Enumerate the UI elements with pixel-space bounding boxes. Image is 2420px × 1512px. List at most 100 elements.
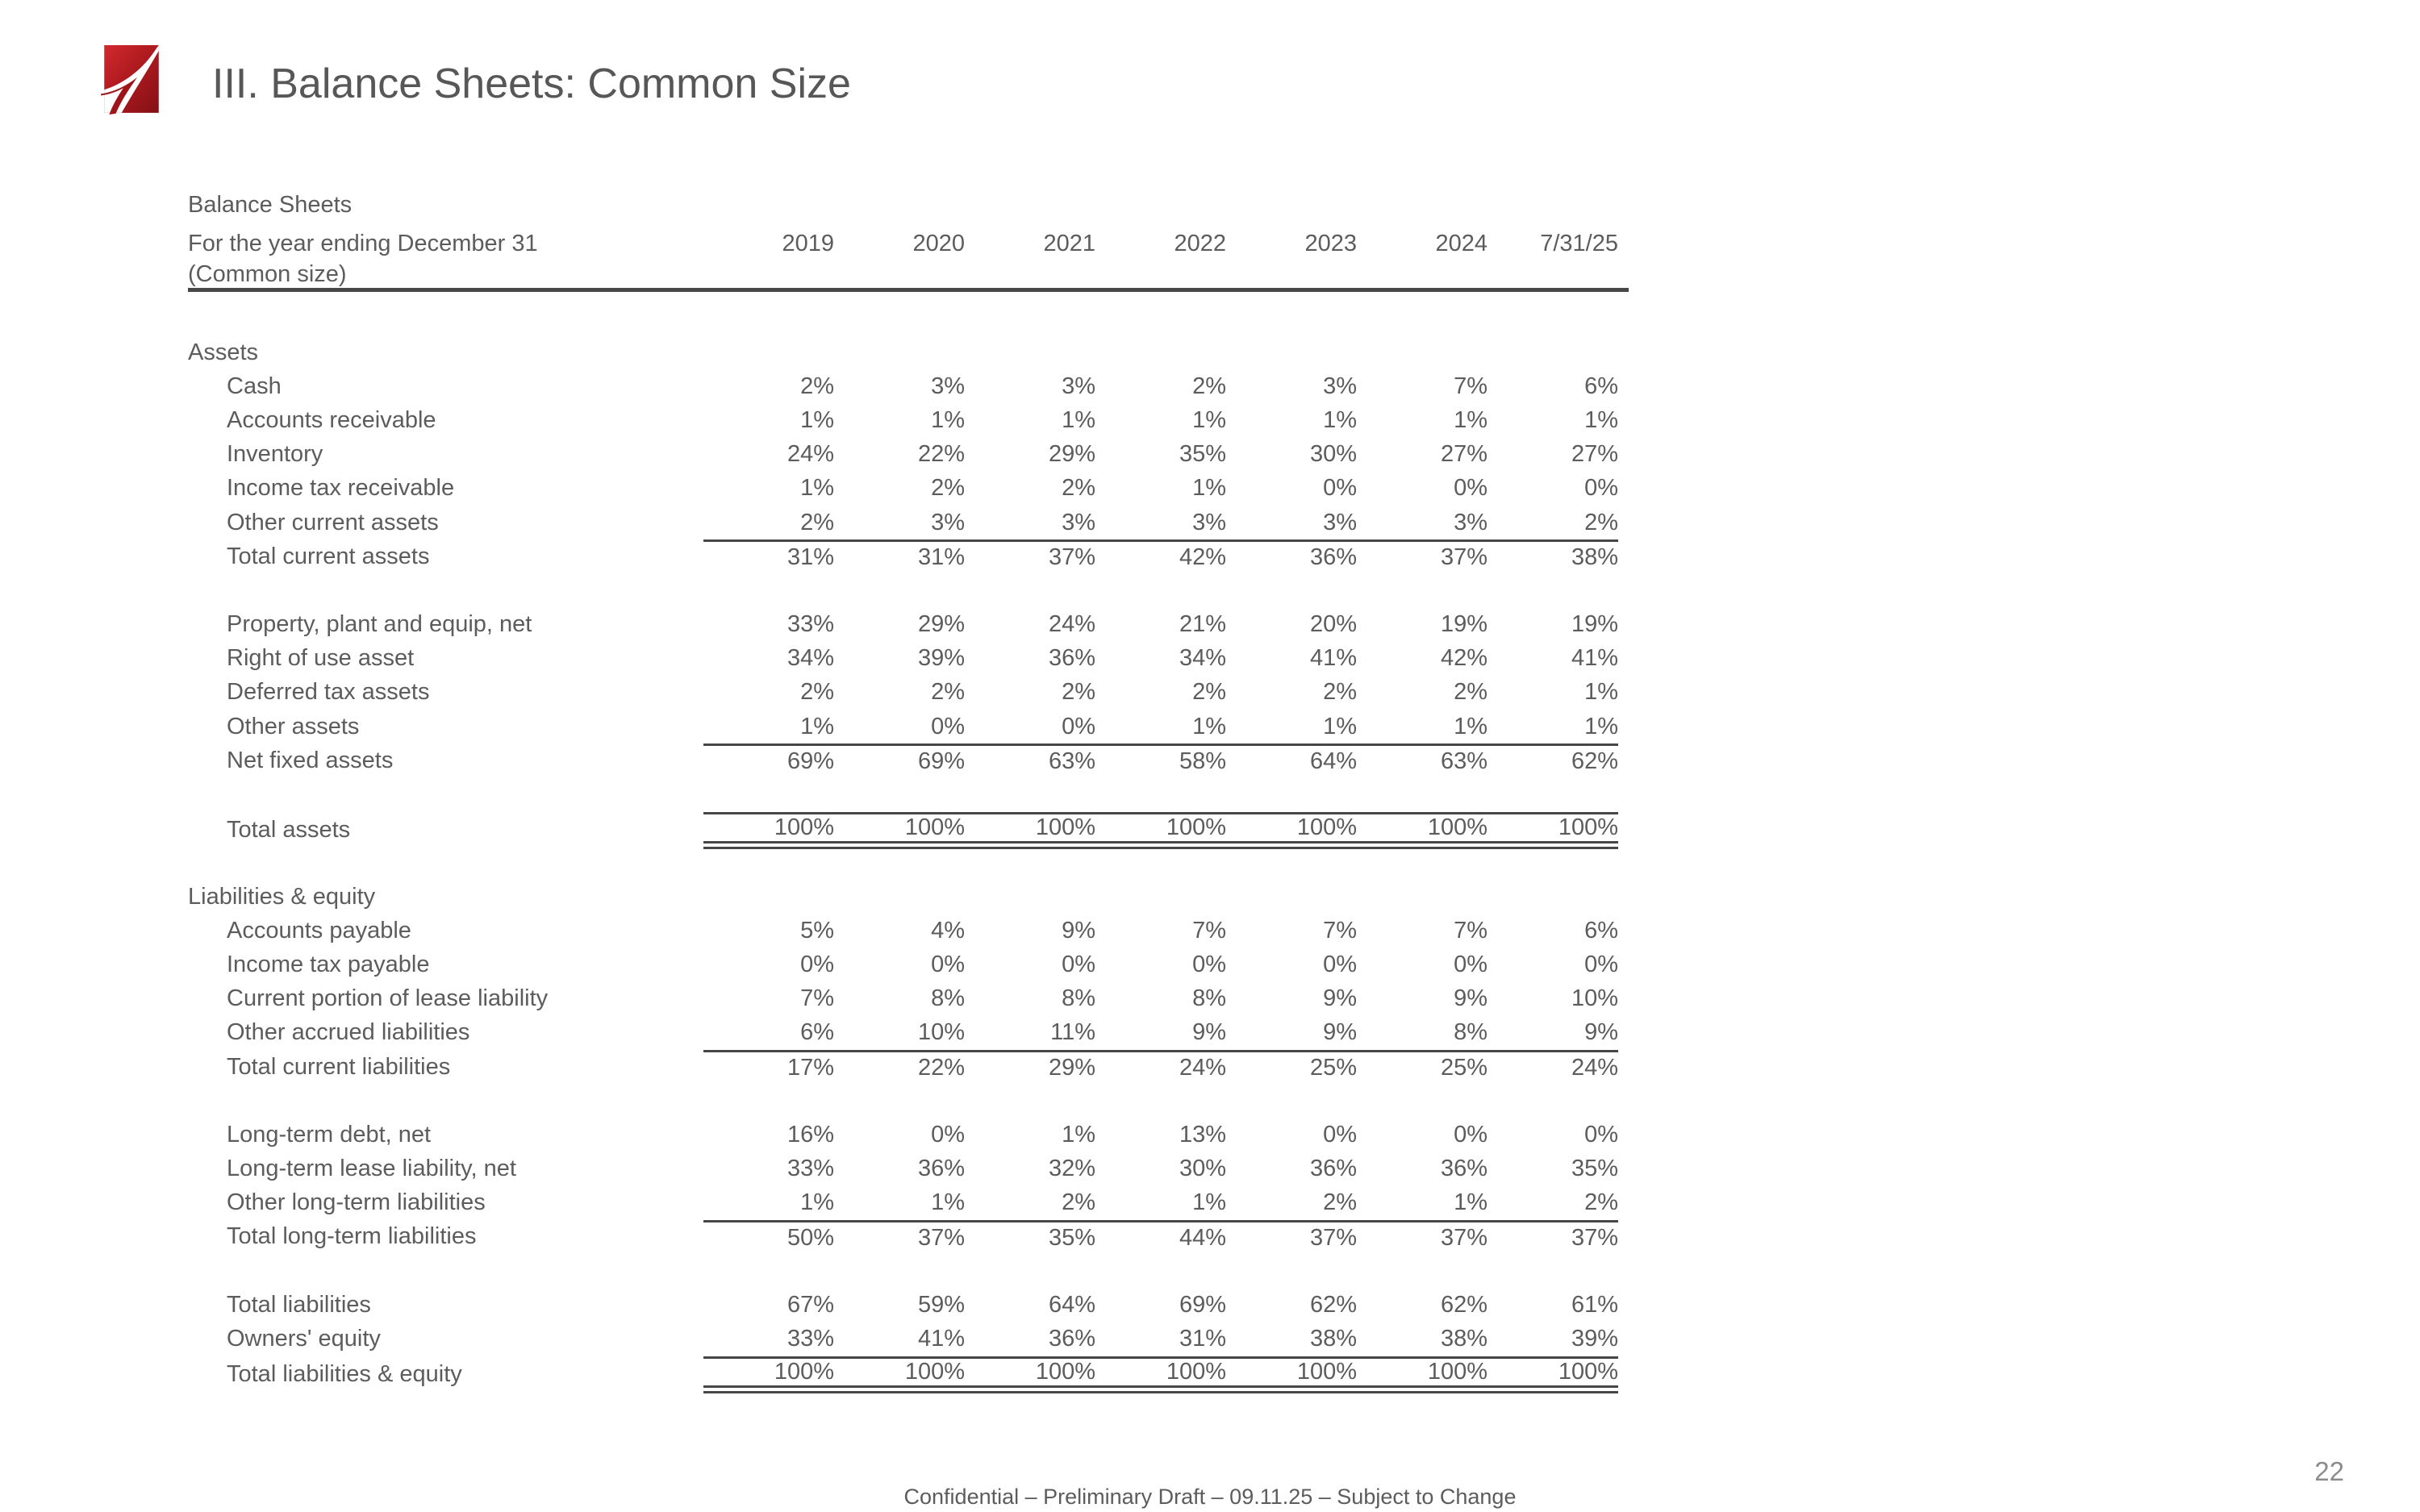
row-label: Income tax payable (227, 951, 430, 977)
row-label: Other current assets (227, 509, 439, 535)
row-value: 1% (1192, 1189, 1226, 1216)
row-value (1357, 777, 1487, 811)
row-value (1357, 1254, 1487, 1288)
red-swoosh-logo-icon (101, 45, 159, 115)
table-blank-row (188, 573, 1618, 607)
row-value: 1% (1323, 713, 1357, 739)
row-value: 2% (931, 475, 965, 502)
row-value: 1% (1454, 406, 1487, 433)
table-row: Inventory 24% 22% 29% 35% 30% 27% 27% (188, 438, 1618, 472)
row-label: Long-term lease liability, net (227, 1156, 516, 1182)
row-value: 2% (1584, 509, 1618, 535)
table-row: Long-term lease liability, net 33% 36% 32% 3… (188, 1152, 1618, 1186)
row-value: 1% (1584, 679, 1618, 706)
row-value: 64% (1226, 744, 1357, 777)
row-value: 2% (1323, 679, 1357, 706)
row-value: 6% (800, 1019, 834, 1046)
row-label: Accounts receivable (227, 406, 436, 433)
row-value: 2% (1192, 679, 1226, 706)
row-value (1357, 335, 1487, 369)
row-value (1226, 880, 1357, 914)
row-value (1487, 335, 1618, 369)
row-value: 1% (800, 475, 834, 502)
table-row: Other accrued liabilities 6% 10% 11% 9% 9% 8% 9… (188, 1016, 1618, 1050)
row-value (703, 846, 834, 880)
row-value: 1% (800, 713, 834, 739)
row-value: 41% (1309, 645, 1357, 672)
row-value: 11% (1050, 1019, 1095, 1046)
row-value: 0% (931, 951, 965, 977)
row-value: 10% (917, 1019, 965, 1046)
row-value: 1% (1584, 406, 1618, 433)
row-value (1357, 846, 1487, 880)
row-value: 63% (965, 744, 1095, 777)
table-row: Owners' equity 33% 41% 36% 31% 38% 38% 39% (188, 1322, 1618, 1356)
row-value (834, 880, 965, 914)
row-value (834, 777, 965, 811)
row-value: 67% (786, 1291, 834, 1318)
row-value: 34% (786, 645, 834, 672)
row-value: 3% (931, 373, 965, 399)
row-label: Total liabilities (227, 1291, 371, 1318)
row-value: 30% (1179, 1156, 1226, 1182)
row-value: 36% (917, 1156, 965, 1182)
row-value (834, 1084, 965, 1118)
table-row: Total current liabilities 17% 22% 29% 24% 25%… (188, 1049, 1618, 1084)
row-value: 24% (1487, 1049, 1618, 1084)
row-value: 7% (1454, 373, 1487, 399)
row-value: 41% (917, 1326, 965, 1352)
row-value: 38% (1309, 1326, 1357, 1352)
row-value: 36% (1226, 539, 1357, 573)
page-title: III. Balance Sheets: Common Size (212, 60, 851, 107)
row-value: 22% (834, 1049, 965, 1084)
table-blank-row (188, 1084, 1618, 1118)
row-label: Accounts payable (227, 917, 411, 943)
row-value (703, 573, 834, 607)
table-header-rule (188, 288, 1629, 292)
row-value: 69% (834, 744, 965, 777)
row-value (1487, 880, 1618, 914)
row-value: 1% (1323, 406, 1357, 433)
row-value: 1% (1584, 713, 1618, 739)
table-row: Total current assets 31% 31% 37% 42% 36% 37% 38… (188, 539, 1618, 573)
row-value: 2% (1584, 1189, 1618, 1216)
row-value: 100% (1357, 811, 1487, 849)
row-value: 37% (1226, 1219, 1357, 1254)
footer-confidentiality-note: Confidential – Preliminary Draft – 09.11… (903, 1485, 1517, 1509)
row-value: 27% (1571, 441, 1618, 468)
row-label: Total long-term liabilities (227, 1223, 477, 1250)
row-value: 31% (1179, 1326, 1226, 1352)
column-header-73125: 7/31/25 (1540, 230, 1618, 256)
table-row: Accounts payable 5% 4% 9% 7% 7% 7% 6% (188, 914, 1618, 948)
row-value: 37% (1487, 1219, 1618, 1254)
row-value (1226, 335, 1357, 369)
row-value: 2% (1062, 475, 1095, 502)
row-value (834, 335, 965, 369)
row-value: 0% (800, 951, 834, 977)
row-value: 59% (917, 1291, 965, 1318)
row-value: 31% (703, 539, 834, 573)
row-value: 31% (834, 539, 965, 573)
row-label: Current portion of lease liability (227, 985, 549, 1012)
row-value: 37% (965, 539, 1095, 573)
row-value (1357, 880, 1487, 914)
table-row: Cash 2% 3% 3% 2% 3% 7% 6% (188, 369, 1618, 403)
row-value (703, 1254, 834, 1288)
row-value: 1% (1192, 406, 1226, 433)
row-label: Owners' equity (227, 1326, 381, 1352)
row-value: 0% (1192, 951, 1226, 977)
column-header-2023: 2023 (1304, 230, 1357, 256)
table-row: Property, plant and equip, net 33% 29% 24% 2… (188, 608, 1618, 642)
row-value (834, 1254, 965, 1288)
row-value: 42% (1440, 645, 1487, 672)
row-value (1226, 777, 1357, 811)
row-value: 29% (965, 1049, 1095, 1084)
row-value: 0% (1584, 1121, 1618, 1148)
row-value: 34% (1179, 645, 1226, 672)
page-number: 22 (2314, 1456, 2344, 1486)
row-value: 2% (800, 373, 834, 399)
table-row: Liabilities & equity (188, 880, 1618, 914)
row-value: 3% (1323, 509, 1357, 535)
table-caption-line2: For the year ending December 31 (188, 230, 538, 256)
